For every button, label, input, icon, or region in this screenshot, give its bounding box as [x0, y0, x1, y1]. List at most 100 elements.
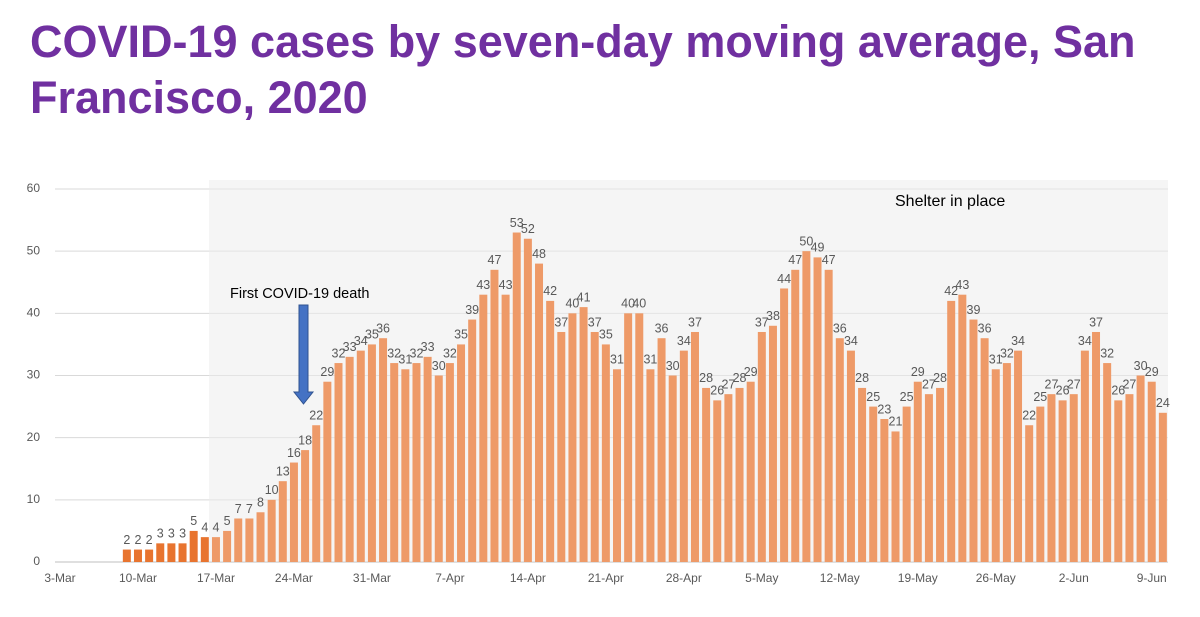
bar — [535, 263, 544, 562]
data-label: 26 — [1111, 384, 1125, 398]
data-label: 3 — [157, 527, 164, 541]
bar — [601, 344, 610, 562]
y-tick-label: 0 — [33, 554, 40, 568]
data-label: 32 — [332, 346, 346, 360]
data-label: 32 — [387, 346, 401, 360]
data-label: 40 — [621, 297, 635, 311]
bar — [624, 313, 633, 562]
data-label: 7 — [235, 502, 242, 516]
bar — [445, 363, 454, 562]
data-label: 29 — [911, 365, 925, 379]
bar — [579, 307, 588, 562]
bar — [145, 549, 154, 562]
y-tick-label: 10 — [27, 492, 41, 506]
bar — [690, 331, 699, 562]
bar — [156, 543, 165, 562]
x-tick-label: 10-Mar — [119, 571, 157, 585]
data-label: 50 — [799, 234, 813, 248]
bar — [835, 338, 844, 562]
data-label: 32 — [1100, 346, 1114, 360]
bar — [267, 499, 276, 562]
bar — [1136, 375, 1145, 562]
bar — [1080, 350, 1089, 562]
data-label: 29 — [1145, 365, 1159, 379]
data-label: 28 — [933, 371, 947, 385]
bar — [880, 419, 889, 562]
bar — [401, 369, 410, 562]
data-label: 38 — [766, 309, 780, 323]
x-tick-label: 2-Jun — [1059, 571, 1089, 585]
bar — [1103, 363, 1112, 562]
y-tick-label: 50 — [27, 243, 41, 257]
data-label: 27 — [1122, 377, 1136, 391]
data-label: 35 — [365, 328, 379, 342]
bar — [457, 344, 466, 562]
x-tick-label: 21-Apr — [588, 571, 624, 585]
bar — [345, 356, 354, 562]
bar — [1069, 394, 1078, 562]
bar — [969, 319, 978, 562]
bar — [289, 462, 298, 562]
bar — [947, 300, 956, 562]
data-label: 53 — [510, 216, 524, 230]
shelter-overlay — [209, 180, 1168, 562]
bar — [846, 350, 855, 562]
data-label: 27 — [1067, 377, 1081, 391]
data-label: 31 — [610, 353, 624, 367]
bar — [1158, 412, 1167, 562]
data-label: 34 — [1011, 334, 1025, 348]
bar — [356, 350, 365, 562]
data-label: 5 — [224, 514, 231, 528]
data-label: 21 — [889, 415, 903, 429]
bar — [802, 251, 811, 562]
bar — [468, 319, 477, 562]
data-label: 22 — [1022, 409, 1036, 423]
bar — [568, 313, 577, 562]
data-label: 44 — [777, 272, 791, 286]
bar — [902, 406, 911, 562]
x-tick-label: 5-May — [745, 571, 778, 585]
data-label: 39 — [465, 303, 479, 317]
data-label: 35 — [454, 328, 468, 342]
data-label: 43 — [499, 278, 513, 292]
data-label: 34 — [677, 334, 691, 348]
data-label: 25 — [866, 390, 880, 404]
bar — [501, 294, 510, 562]
data-label: 24 — [1156, 396, 1170, 410]
bar — [824, 269, 833, 562]
data-label: 30 — [432, 359, 446, 373]
data-label: 30 — [666, 359, 680, 373]
bar — [211, 537, 220, 562]
data-label: 37 — [688, 315, 702, 329]
bar — [713, 400, 722, 562]
data-label: 41 — [577, 290, 591, 304]
bar — [936, 387, 945, 562]
data-label: 52 — [521, 222, 535, 236]
data-label: 39 — [967, 303, 981, 317]
data-label: 43 — [476, 278, 490, 292]
bar — [813, 257, 822, 562]
data-label: 2 — [123, 533, 130, 547]
x-tick-label: 7-Apr — [435, 571, 464, 585]
bar — [200, 537, 209, 562]
bar — [1125, 394, 1134, 562]
bar — [1025, 425, 1034, 562]
x-tick-label: 24-Mar — [275, 571, 313, 585]
bar — [546, 300, 555, 562]
bar — [133, 549, 142, 562]
data-label: 34 — [1078, 334, 1092, 348]
data-label: 28 — [733, 371, 747, 385]
y-tick-label: 60 — [27, 181, 41, 195]
bar — [735, 387, 744, 562]
bar — [423, 356, 432, 562]
data-label: 3 — [168, 527, 175, 541]
data-label: 48 — [532, 247, 546, 261]
bar — [122, 549, 131, 562]
data-label: 28 — [855, 371, 869, 385]
annotation: Shelter in place — [895, 193, 1005, 210]
x-tick-label: 26-May — [976, 571, 1016, 585]
x-tick-label: 19-May — [898, 571, 938, 585]
data-label: 26 — [1056, 384, 1070, 398]
data-label: 37 — [755, 315, 769, 329]
